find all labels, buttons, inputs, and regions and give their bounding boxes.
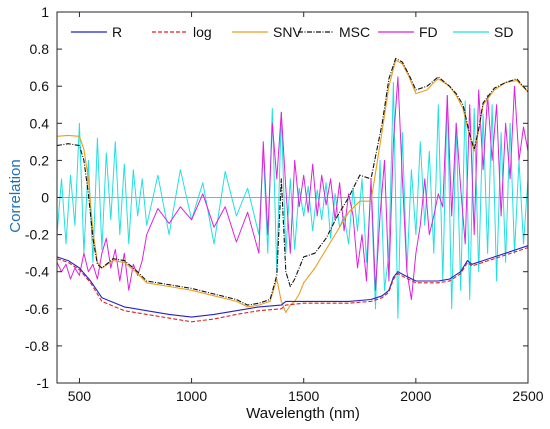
y-tick-label: 0.2 bbox=[30, 152, 50, 168]
series-line-fd bbox=[56, 76, 529, 300]
series-line-msc bbox=[56, 57, 529, 306]
x-axis-label: Wavelength (nm) bbox=[246, 405, 360, 422]
legend-label-r: R bbox=[112, 24, 122, 40]
series-line-log bbox=[56, 247, 529, 323]
series-layer bbox=[56, 57, 529, 323]
y-tick-label: 0.4 bbox=[30, 115, 50, 131]
series-line-sd bbox=[56, 82, 529, 319]
y-tick-label: -0.2 bbox=[25, 227, 49, 243]
x-tick-label: 2500 bbox=[512, 388, 543, 404]
legend-label-log: log bbox=[193, 24, 212, 40]
y-tick-label: -1 bbox=[37, 375, 50, 391]
y-tick-label: 1 bbox=[41, 4, 49, 20]
y-tick-label: 0.8 bbox=[30, 41, 50, 57]
y-tick-label: 0.6 bbox=[30, 78, 50, 94]
y-axis-label: Correlation bbox=[7, 159, 24, 232]
axes bbox=[56, 11, 529, 384]
legend-label-snv: SNV bbox=[273, 24, 302, 40]
y-tick-label: -0.4 bbox=[25, 264, 49, 280]
legend-label-msc: MSC bbox=[339, 24, 370, 40]
y-tick-label: 0 bbox=[41, 190, 49, 206]
legend-label-fd: FD bbox=[419, 24, 438, 40]
y-tick-label: -0.6 bbox=[25, 301, 49, 317]
x-tick-label: 2000 bbox=[400, 388, 431, 404]
x-tick-label: 500 bbox=[68, 388, 92, 404]
legend-label-sd: SD bbox=[494, 24, 513, 40]
y-tick-label: -0.8 bbox=[25, 338, 49, 354]
x-tick-label: 1000 bbox=[176, 388, 207, 404]
series-line-snv bbox=[56, 59, 529, 314]
x-tick-label: 1500 bbox=[288, 388, 319, 404]
series-line-r bbox=[56, 245, 529, 318]
